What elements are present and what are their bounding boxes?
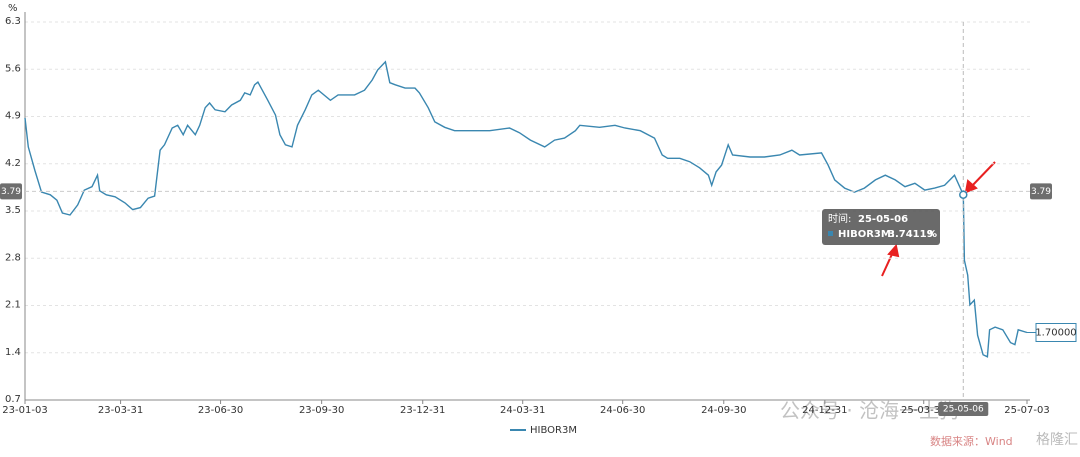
x-tick-label: 25-07-03 [1004,405,1049,416]
series-line [24,60,1028,358]
crosshair-label-left: 3.79 [1,187,21,197]
y-tick-label: 3.5 [5,205,21,216]
x-tick-label: 24-09-30 [701,405,746,416]
crosshair-label-right-box [1030,183,1052,200]
y-tick-label: 5.6 [5,63,21,74]
crosshair-x-label: 25-05-06 [943,405,984,415]
y-tick-label: 1.4 [5,347,21,358]
tooltip-swatch [828,231,833,236]
brand: 格隆汇 [1036,432,1078,448]
x-tick-label: 23-06-30 [198,405,243,416]
source: 数据来源：Wind [930,434,1013,448]
arrows [881,161,996,277]
legend-label: HIBOR3M [530,425,577,436]
crosshair-label-right: 3.79 [1031,187,1051,197]
end-label-box [1035,323,1077,342]
tooltip-time-label: 时间: [828,212,851,225]
y-tick-label: 6.3 [5,16,21,27]
hover-point [959,190,968,199]
x-tick-label: 23-03-31 [98,405,143,416]
x-tick-label: 23-09-30 [299,405,344,416]
tooltip: 时间: 25-05-06 HIBOR3M:3.74119% [822,209,940,245]
x-tick-label: 23-12-31 [400,405,445,416]
tooltip-unit: % [927,229,937,240]
x-tick-label: 24-06-30 [600,405,645,416]
crosshair-x-box [938,402,989,416]
y-tick-label: 2.8 [5,252,21,263]
watermark: 公众号 · 沧海一土狗 [780,399,959,423]
x-tick-label: 24-12-31 [802,405,847,416]
end-label: 1.70000 [1035,328,1076,339]
y-tick-label: 4.9 [5,111,21,122]
tooltip-date: 25-05-06 [858,214,908,225]
y-tick-label: 4.2 [5,158,21,169]
tooltip-series: HIBOR3M: [838,229,895,240]
x-tick-label: 25-03-31 [901,405,946,416]
y-tick-label: 2.1 [5,300,21,311]
crosshair-label-left-box [0,183,22,200]
y-unit: % [8,3,18,14]
x-tick-label: 23-01-03 [2,405,47,416]
tooltip-box [822,209,940,245]
x-tick-label: 24-03-31 [500,405,545,416]
tooltip-value: 3.74119 [888,229,934,240]
y-tick-label: 0.7 [5,394,21,405]
